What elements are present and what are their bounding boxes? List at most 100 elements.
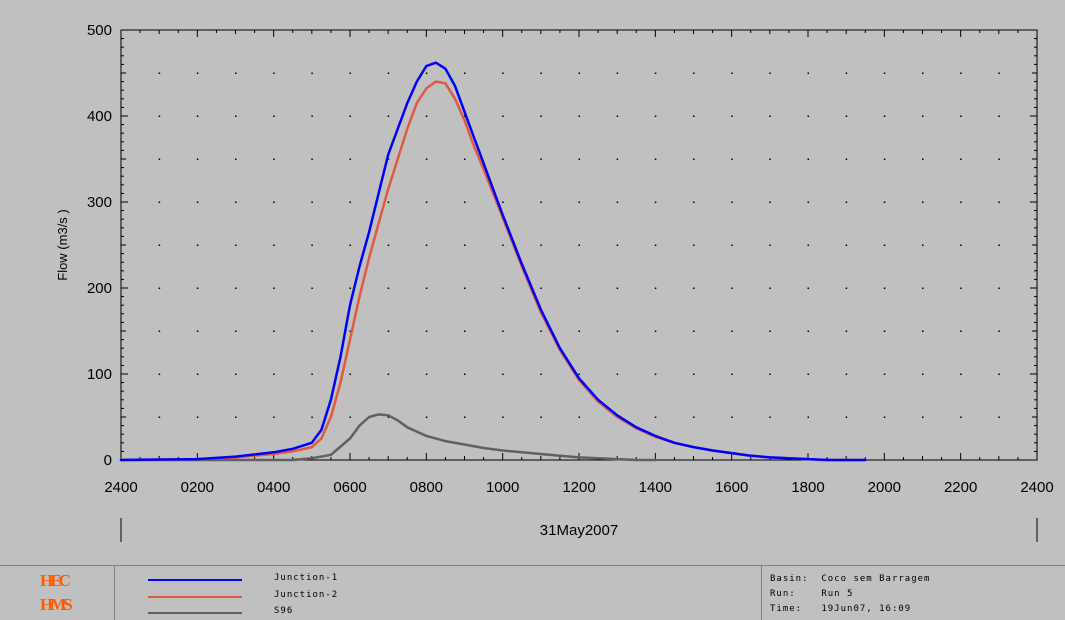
grid-dot <box>998 373 1000 375</box>
logo-line-2: HMS <box>40 595 73 614</box>
grid-dot <box>883 330 886 332</box>
grid-dot <box>311 158 313 160</box>
grid-dot <box>769 373 771 375</box>
legend-label: Junction-1 <box>274 573 339 583</box>
grid-dot <box>196 158 199 160</box>
grid-dot <box>540 287 542 289</box>
grid-dot <box>540 201 542 203</box>
legend-swatch <box>148 579 242 581</box>
grid-dot <box>769 115 771 117</box>
grid-dot <box>196 373 199 375</box>
grid-dot <box>693 373 695 375</box>
grid-dot <box>922 287 924 289</box>
grid-dot <box>235 115 237 117</box>
grid-dot <box>464 373 466 375</box>
grid-dot <box>502 330 504 332</box>
grid-dot <box>425 158 428 160</box>
grid-dot <box>387 72 390 74</box>
grid-dot <box>998 287 1000 289</box>
grid-dot <box>731 201 733 203</box>
grid-dot <box>960 287 962 289</box>
grid-dot <box>502 416 504 418</box>
grid-dot <box>769 330 771 332</box>
grid-dot <box>540 158 542 160</box>
grid-dot <box>654 330 657 332</box>
grid-dot <box>311 287 313 289</box>
grid-dot <box>158 330 161 332</box>
tick-labels: 2400 0200 0400 0600 0800 1000 1200 1400 1600 1800… <box>87 22 1054 496</box>
grid-dot <box>960 201 962 203</box>
grid-dot <box>960 330 962 332</box>
y-axis-title: Flow (m3/s ) <box>55 209 70 281</box>
grid-dot <box>883 201 886 203</box>
grid-dot <box>845 373 848 375</box>
grid-dot <box>578 158 580 160</box>
grid-dot <box>502 244 504 246</box>
grid-dot <box>807 158 809 160</box>
grid-dot <box>578 201 580 203</box>
x-tick-label: 0400 <box>257 479 290 496</box>
x-tick-label: 2400 <box>1020 479 1053 496</box>
grid-dot <box>578 330 580 332</box>
legend-panel: HEC HMS Junction-1 Junction-2 S96 Basin:… <box>0 565 1065 620</box>
grid-dot <box>235 330 237 332</box>
grid-dot <box>578 287 580 289</box>
grid-dot <box>273 287 275 289</box>
grid-dot <box>960 72 962 74</box>
grid-dot <box>387 287 390 289</box>
grid-dot <box>693 115 695 117</box>
grid-dot <box>273 72 275 74</box>
grid-dot <box>807 330 809 332</box>
grid-dot <box>807 373 809 375</box>
grid-dot <box>349 158 351 160</box>
grid-dot <box>654 201 657 203</box>
grid-dot <box>578 373 580 375</box>
grid-dot <box>922 330 924 332</box>
grid-dot <box>425 330 428 332</box>
grid-dot <box>235 416 237 418</box>
grid-dot <box>883 244 886 246</box>
grid-dots <box>158 72 1000 418</box>
grid-dot <box>807 287 809 289</box>
y-tick-label: 100 <box>87 366 112 383</box>
grid-dot <box>158 416 161 418</box>
grid-dot <box>922 244 924 246</box>
grid-dot <box>464 72 466 74</box>
legend-item-junction-2: Junction-2 <box>148 590 468 604</box>
grid-dot <box>196 287 199 289</box>
grid-dot <box>883 287 886 289</box>
grid-dot <box>311 72 313 74</box>
grid-dot <box>845 115 848 117</box>
grid-dot <box>731 373 733 375</box>
grid-dot <box>425 373 428 375</box>
grid-dot <box>464 115 466 117</box>
grid-dot <box>922 416 924 418</box>
grid-dot <box>349 201 351 203</box>
grid-dot <box>769 201 771 203</box>
grid-dot <box>273 244 275 246</box>
grid-dot <box>693 244 695 246</box>
grid-dot <box>922 201 924 203</box>
grid-dot <box>731 244 733 246</box>
grid-dot <box>654 158 657 160</box>
y-tick-label: 300 <box>87 194 112 211</box>
y-tick-label: 400 <box>87 108 112 125</box>
grid-dot <box>998 416 1000 418</box>
grid-dot <box>845 244 848 246</box>
grid-dot <box>922 373 924 375</box>
grid-dot <box>502 287 504 289</box>
info-run: Run: Run 5 <box>770 589 854 599</box>
grid-dot <box>731 115 733 117</box>
grid-dot <box>616 244 619 246</box>
hec-hms-logo: HEC HMS <box>0 566 115 620</box>
grid-dot <box>425 287 428 289</box>
grid-dot <box>654 115 657 117</box>
grid-dot <box>769 287 771 289</box>
grid-dot <box>998 115 1000 117</box>
grid-dot <box>693 201 695 203</box>
y-tick-label: 500 <box>87 22 112 39</box>
grid-dot <box>616 373 619 375</box>
grid-dot <box>731 330 733 332</box>
grid-dot <box>502 373 504 375</box>
grid-dot <box>998 201 1000 203</box>
